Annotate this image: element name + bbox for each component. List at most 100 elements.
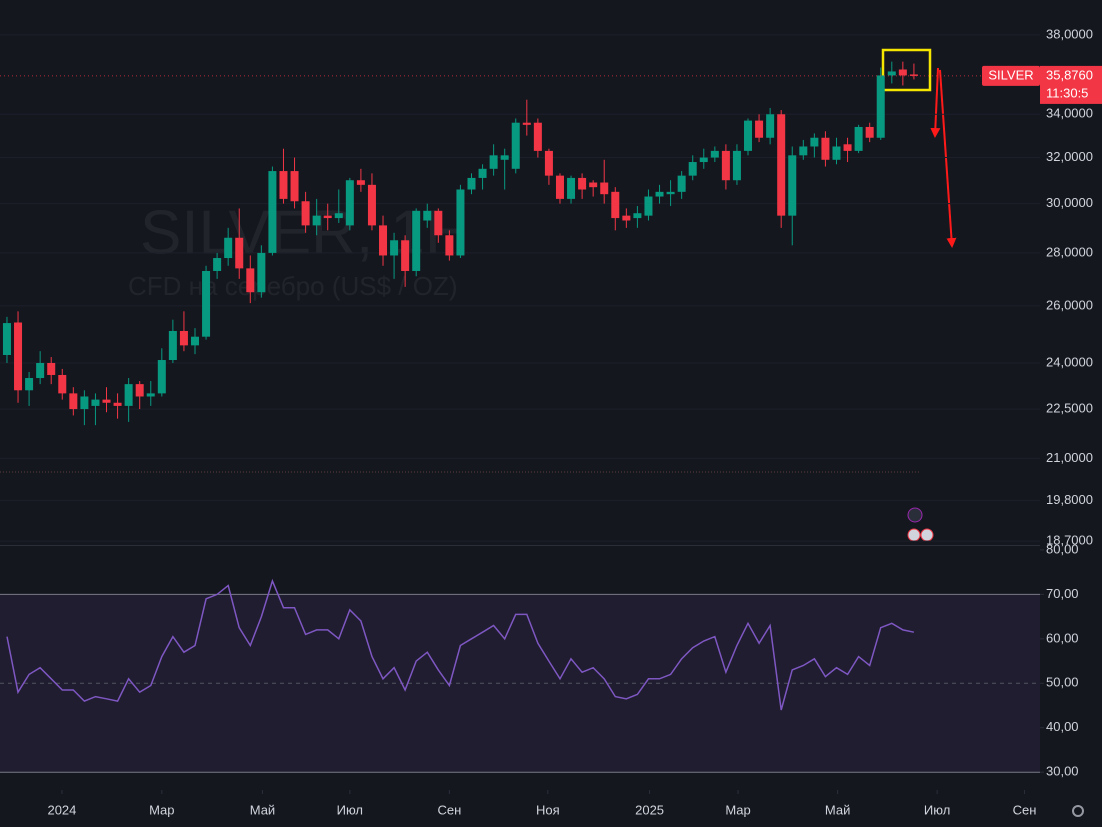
x-tick-label: Май — [250, 802, 275, 817]
candle-body — [677, 175, 686, 192]
highlight-box — [881, 48, 932, 92]
y-tick-label: 28,0000 — [1046, 244, 1093, 259]
event-icon[interactable] — [907, 507, 923, 523]
candle-body — [611, 191, 620, 219]
candle-body — [467, 177, 476, 190]
candle-body — [224, 237, 233, 259]
y-tick-label: 50,00 — [1046, 675, 1079, 690]
candle-body — [710, 150, 719, 158]
candle-body — [766, 114, 775, 138]
candle-body — [202, 270, 211, 337]
candle-body — [401, 240, 410, 271]
candle-body — [312, 215, 321, 226]
candle-body — [445, 235, 454, 256]
candle-body — [511, 122, 520, 169]
candle-body — [533, 122, 542, 151]
y-tick-label: 60,00 — [1046, 630, 1079, 645]
candle-body — [522, 122, 531, 125]
candle-body — [622, 215, 631, 221]
candle-body — [600, 182, 609, 195]
candle-body — [246, 268, 255, 293]
x-tick-label: Сен — [1013, 802, 1037, 817]
y-tick-label: 34,0000 — [1046, 106, 1093, 121]
candle-body — [80, 396, 89, 410]
candle-body — [456, 189, 465, 256]
x-tick-label: Сен — [437, 802, 461, 817]
candle-body — [788, 155, 797, 216]
candle-body — [301, 201, 310, 226]
countdown-label: 11:30:5 — [1046, 85, 1088, 100]
candle-body — [721, 150, 730, 181]
y-tick-label: 19,8000 — [1046, 492, 1093, 507]
candle-body — [854, 126, 863, 151]
candle-body — [367, 184, 376, 226]
candle-body — [589, 182, 598, 188]
candle-body — [500, 155, 509, 160]
candle-body — [909, 74, 918, 76]
candle-body — [379, 225, 388, 256]
candle-body — [434, 210, 443, 236]
symbol-label: SILVER — [988, 67, 1033, 82]
settings-icon[interactable] — [1072, 805, 1084, 817]
candle-body — [36, 362, 45, 379]
candle-body — [14, 322, 23, 391]
x-tick-label: Мар — [149, 802, 174, 817]
candle-body — [666, 191, 675, 195]
candle-body — [423, 210, 432, 221]
candle-body — [699, 157, 708, 163]
candle-body — [168, 330, 177, 361]
candle-body — [478, 168, 487, 178]
candle-body — [91, 399, 100, 406]
rsi-line — [6, 578, 915, 711]
candle-body — [865, 126, 874, 138]
last-price-label: 35,8760 — [1046, 67, 1093, 82]
candle-body — [235, 237, 244, 269]
y-tick-label: 30,00 — [1046, 764, 1079, 779]
candle-body — [821, 137, 830, 160]
y-tick-label: 26,0000 — [1046, 297, 1093, 312]
candle-body — [644, 196, 653, 216]
candle-body — [544, 150, 553, 176]
y-tick-label: 32,0000 — [1046, 149, 1093, 164]
candle-body — [567, 177, 576, 199]
x-tick-label: Мар — [725, 802, 750, 817]
candle-body — [810, 137, 819, 147]
candle-body — [279, 171, 288, 199]
symbol-badge — [982, 65, 1040, 86]
candle-body — [213, 258, 222, 271]
candle-body — [2, 323, 11, 355]
candle-body — [876, 75, 885, 138]
candle-body — [633, 213, 642, 219]
candle-body — [356, 180, 365, 185]
y-tick-label: 24,0000 — [1046, 354, 1093, 369]
candle-body — [146, 393, 155, 397]
candle-body — [113, 402, 122, 406]
candle-body — [489, 155, 498, 169]
event-icon[interactable] — [907, 528, 921, 542]
candle-body — [190, 336, 199, 346]
y-tick-label: 40,00 — [1046, 719, 1079, 734]
candle-body — [732, 150, 741, 181]
candle-body — [58, 374, 67, 394]
y-tick-label: 21,0000 — [1046, 450, 1093, 465]
candle-body — [268, 171, 277, 253]
price-badge — [1040, 65, 1102, 104]
candle-body — [688, 162, 697, 176]
candle-body — [755, 120, 764, 138]
candle-body — [777, 114, 786, 216]
y-tick-label: 80,00 — [1046, 541, 1079, 556]
candle-body — [135, 384, 144, 397]
candle-body — [898, 69, 907, 76]
candle-body — [47, 362, 56, 375]
y-tick-label: 22,5000 — [1046, 401, 1093, 416]
candle-body — [887, 71, 896, 76]
event-icon[interactable] — [920, 528, 934, 542]
candle-body — [124, 384, 133, 406]
candle-body — [257, 252, 266, 293]
watermark-subtitle: CFD на серебро (US$ / OZ) — [128, 271, 458, 301]
arrow — [930, 67, 941, 138]
y-tick-label: 18,7000 — [1046, 533, 1093, 548]
